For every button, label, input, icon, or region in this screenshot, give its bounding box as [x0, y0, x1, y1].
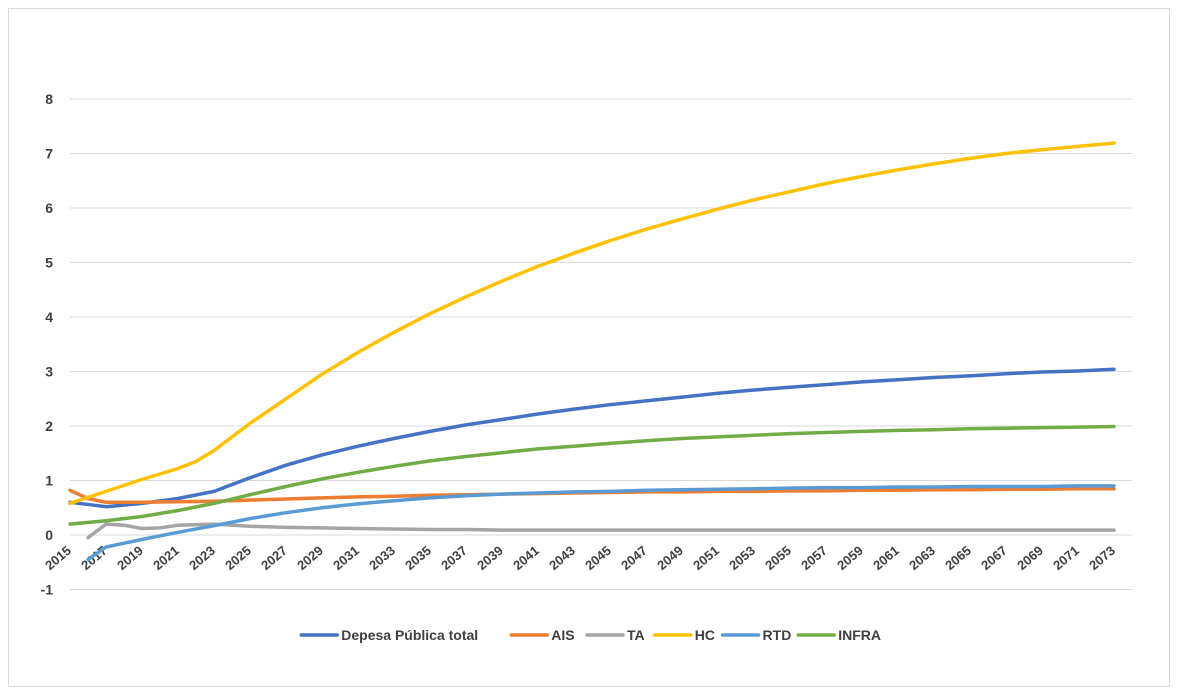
legend-label: TA [627, 627, 645, 643]
x-tick-label: 2071 [1050, 543, 1082, 573]
x-tick-label: 2039 [474, 543, 506, 573]
y-tick-label: 4 [45, 309, 53, 325]
legend-label: INFRA [838, 627, 881, 643]
x-tick-label: 2061 [870, 543, 902, 573]
x-tick-label: 2051 [690, 543, 722, 573]
x-tick-label: 2063 [906, 543, 938, 573]
chart-frame [8, 8, 1170, 687]
y-tick-label: 2 [45, 418, 53, 434]
series-line [68, 367, 1116, 509]
x-tick-label: 2047 [618, 543, 650, 573]
y-tick-label: 1 [45, 473, 53, 489]
x-tick-label: 2067 [978, 543, 1010, 573]
x-tick-label: 2025 [222, 543, 254, 573]
x-tick-label: 2043 [546, 543, 578, 573]
x-tick-label: 2049 [654, 543, 686, 573]
y-tick-label: -1 [41, 582, 54, 598]
legend-label: RTD [763, 627, 792, 643]
x-tick-label: 2057 [798, 543, 830, 573]
x-tick-label: 2027 [258, 543, 290, 573]
x-tick-label: 2073 [1086, 543, 1118, 573]
x-tick-label: 2015 [42, 543, 74, 573]
y-tick-label: 7 [45, 146, 53, 162]
legend: Depesa Pública total AIS TA HC RTD INFRA [299, 627, 881, 643]
y-tick-label: 6 [45, 200, 53, 216]
x-tick-label: 2019 [114, 543, 146, 573]
x-tick-label: 2023 [186, 543, 218, 573]
legend-label: AIS [551, 627, 574, 643]
series-line [68, 424, 1116, 526]
x-axis-tick-labels: 2015 2017 2019 2021 2023 2025 2027 2029 2031 2033… [42, 543, 1118, 573]
x-tick-label: 2033 [366, 543, 398, 573]
y-tick-label: 5 [45, 255, 53, 271]
x-tick-label: 2059 [834, 543, 866, 573]
x-tick-label: 2045 [582, 543, 614, 573]
legend-label: HC [695, 627, 715, 643]
x-tick-label: 2031 [330, 543, 362, 573]
x-tick-label: 2037 [438, 543, 470, 573]
series-lines [68, 141, 1116, 562]
series-line [68, 141, 1116, 506]
series-line [86, 484, 1116, 562]
series-line [86, 522, 1116, 540]
y-tick-label: 3 [45, 364, 53, 380]
y-axis-tick-labels: -1 0 1 2 3 4 5 6 7 8 [41, 91, 54, 598]
x-tick-label: 2035 [402, 543, 434, 573]
gridlines [70, 98, 1132, 590]
x-tick-label: 2065 [942, 543, 974, 573]
y-tick-label: 8 [45, 91, 53, 107]
legend-label: Depesa Pública total [341, 627, 478, 643]
x-tick-label: 2041 [510, 543, 542, 573]
x-tick-label: 2055 [762, 543, 794, 573]
y-tick-label: 0 [45, 527, 53, 543]
x-tick-label: 2029 [294, 543, 326, 573]
x-tick-label: 2069 [1014, 543, 1046, 573]
x-tick-label: 2053 [726, 543, 758, 573]
x-tick-label: 2021 [150, 543, 182, 573]
